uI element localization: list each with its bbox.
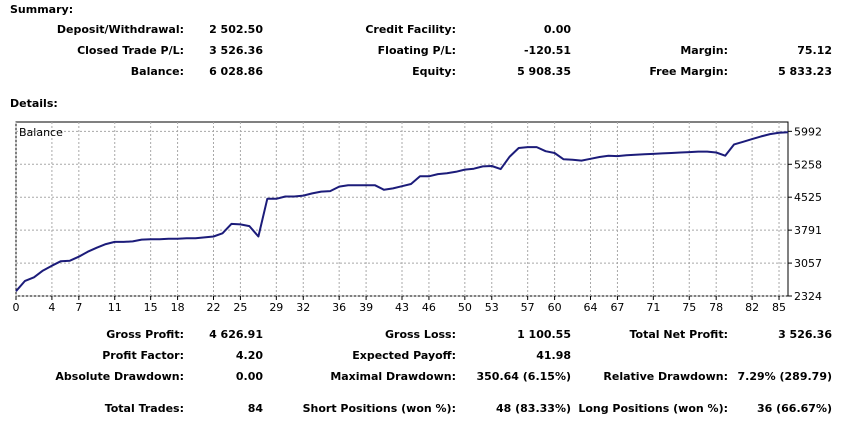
details-value: 48 (83.33%) [495, 402, 571, 415]
x-tick-label: 15 [144, 301, 158, 314]
details-label: Long Positions (won %): [578, 402, 728, 415]
details-label: Maximal Drawdown: [330, 370, 456, 383]
x-tick-label: 32 [296, 301, 310, 314]
x-tick-label: 53 [485, 301, 499, 314]
x-tick-label: 78 [709, 301, 723, 314]
details-value: 350.64 (6.15%) [476, 370, 572, 383]
summary-label: Margin: [680, 44, 728, 57]
y-tick-label: 4525 [794, 191, 822, 204]
summary-value: 6 028.86 [209, 65, 263, 78]
x-tick-label: 57 [521, 301, 535, 314]
details-label: Gross Loss: [385, 328, 456, 341]
details-heading: Details: [10, 97, 58, 110]
summary-label: Balance: [130, 65, 184, 78]
balance-chart: 2324 3057 3791 4525 5258 5992 0 4 7 11 15 18 22 25 29 3… [0, 116, 843, 322]
details-label: Expected Payoff: [352, 349, 456, 362]
y-tick-label: 3791 [794, 224, 822, 237]
x-tick-label: 75 [682, 301, 696, 314]
x-tick-label: 7 [75, 301, 82, 314]
details-value: 0.00 [235, 370, 263, 383]
details-label: Profit Factor: [102, 349, 184, 362]
balance-series-line [15, 131, 789, 292]
x-tick-label: 4 [48, 301, 55, 314]
summary-value: 5 908.35 [517, 65, 571, 78]
x-tick-label: 64 [584, 301, 598, 314]
y-tick-label: 5258 [794, 158, 822, 171]
y-tick-label: 3057 [794, 257, 822, 270]
chart-title: Balance [19, 126, 63, 139]
x-tick-label: 60 [548, 301, 562, 314]
x-tick-label: 11 [108, 301, 122, 314]
balance-chart-svg: 2324 3057 3791 4525 5258 5992 0 4 7 11 15 18 22 25 29 3… [13, 121, 822, 314]
details-value: 84 [247, 402, 263, 415]
details-label: Total Trades: [104, 402, 184, 415]
x-tick-label: 43 [395, 301, 409, 314]
details-value: 7.29% (289.79) [737, 370, 833, 383]
y-tick-label: 5992 [794, 125, 822, 138]
summary-label: Credit Facility: [365, 23, 456, 36]
details-label: Absolute Drawdown: [55, 370, 184, 383]
summary-heading: Summary: [10, 3, 74, 16]
summary-value: 3 526.36 [209, 44, 263, 57]
summary-value: 75.12 [797, 44, 832, 57]
summary-label: Closed Trade P/L: [77, 44, 184, 57]
details-value: 3 526.36 [778, 328, 832, 341]
x-tick-label: 36 [332, 301, 346, 314]
x-tick-label: 18 [171, 301, 185, 314]
details-value: 1 100.55 [517, 328, 571, 341]
y-tick-label: 2324 [794, 290, 822, 303]
details-label: Total Net Profit: [629, 328, 729, 341]
x-tick-label: 0 [13, 301, 20, 314]
x-tick-label: 39 [359, 301, 373, 314]
x-tick-label: 25 [233, 301, 247, 314]
summary-value: 2 502.50 [209, 23, 263, 36]
summary-value: -120.51 [523, 44, 571, 57]
details-value: 4.20 [235, 349, 263, 362]
x-tick-label: 50 [458, 301, 472, 314]
details-label: Gross Profit: [106, 328, 184, 341]
summary-value: 0.00 [543, 23, 571, 36]
x-tick-label: 46 [422, 301, 436, 314]
x-tick-label: 71 [646, 301, 660, 314]
x-tick-label: 67 [610, 301, 624, 314]
details-value: 36 (66.67%) [756, 402, 832, 415]
summary-label: Deposit/Withdrawal: [56, 23, 184, 36]
summary-label: Equity: [412, 65, 456, 78]
details-label: Short Positions (won %): [302, 402, 456, 415]
summary-label: Free Margin: [649, 65, 728, 78]
summary-label: Floating P/L: [377, 44, 456, 57]
x-tick-label: 85 [772, 301, 786, 314]
x-tick-label: 29 [269, 301, 283, 314]
details-value: 4 626.91 [209, 328, 263, 341]
x-tick-label: 82 [745, 301, 759, 314]
chart-frame [15, 121, 789, 297]
details-label: Relative Drawdown: [603, 370, 728, 383]
summary-value: 5 833.23 [778, 65, 832, 78]
details-value: 41.98 [536, 349, 571, 362]
x-tick-label: 22 [206, 301, 220, 314]
